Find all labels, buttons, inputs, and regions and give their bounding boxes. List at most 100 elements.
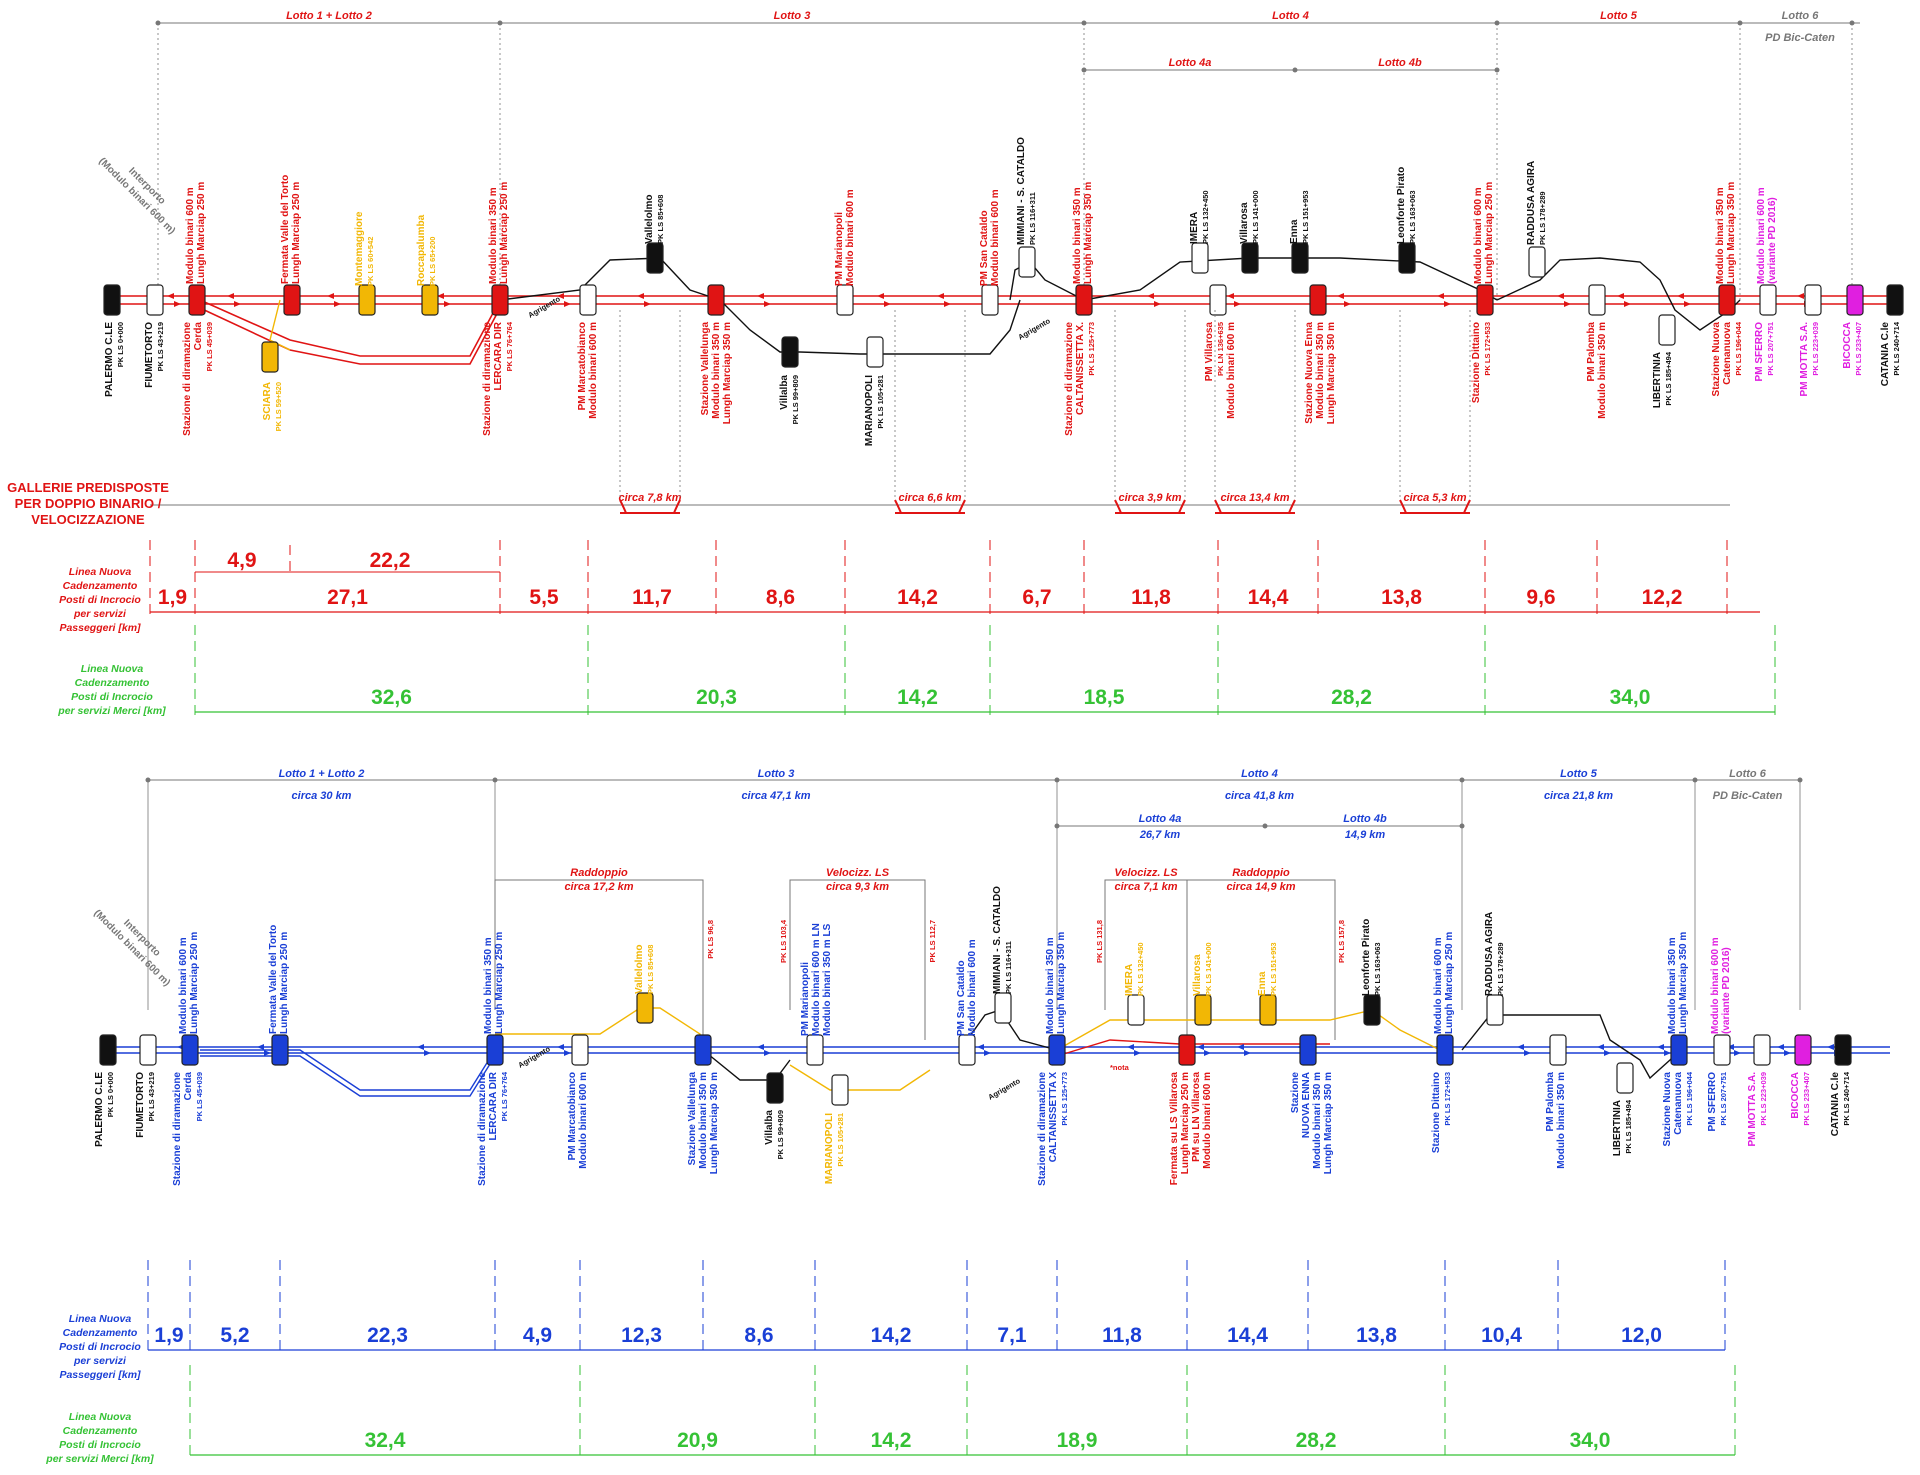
station-label-dittaino-line2: PK LS 172+533 [1483, 322, 1492, 376]
station-marker-vallelunga [694, 1034, 712, 1066]
track-arrow [334, 301, 341, 307]
lot-label-2: Lotto 3 [774, 10, 811, 22]
station-extra-valle: Fermata Valle del Torto Lungh Marciap 250… [268, 925, 290, 1034]
station-label-villarosa_pm-line1: PM Villarosa [1204, 322, 1215, 382]
track-arrow [257, 1044, 264, 1050]
station-label-palomba-line1: PM Palomba [1586, 322, 1597, 382]
track-arrow [417, 1044, 424, 1050]
merci-value-5: 28,2 [1331, 686, 1372, 709]
station-marker-nuova_enna [1309, 284, 1327, 316]
station-label-palomba-line2: Modulo binari 350 m [1597, 322, 1608, 419]
station-label-marianopoli_pm-line2: Modulo binari 600 m LN [811, 923, 822, 1036]
station-marker-caltanissetta [1048, 1034, 1066, 1066]
station-marker-lercara [486, 1034, 504, 1066]
station-label-mimiani-line2: PK LS 116+311 [1028, 192, 1037, 245]
station-extra-lercara_mod: Modulo binari 350 m Lungh Marciap 250 m [488, 182, 510, 284]
track-arrow [977, 1044, 984, 1050]
merci-label-2: Cadenzamento [63, 1425, 138, 1437]
station-label-imera-line1: IMERA [1124, 964, 1135, 996]
merci-value-6: 34,0 [1570, 1429, 1611, 1452]
station-label-caltanissetta-line3: PK LS 125+773 [1060, 1072, 1069, 1126]
station-label-catenanuova-line2: Catenanuova [1722, 322, 1733, 385]
pass-value-12: 10,4 [1481, 1324, 1522, 1347]
loop-villalba [702, 1049, 791, 1081]
track-arrow [644, 301, 651, 307]
station-label-raddusa-line2: PK LS 178+289 [1538, 191, 1547, 245]
track-arrow [1677, 293, 1684, 299]
lot-label-4: Lotto 5 [1560, 768, 1598, 780]
station-label-vallelunga-line3: Lungh Marciap 350 m [709, 1072, 720, 1174]
track-arrow [984, 1050, 991, 1056]
station-marker-marcato [579, 284, 597, 316]
pass-label-2: Cadenzamento [63, 580, 138, 592]
station-marker-vallelolmo [646, 242, 664, 274]
station-label-fiumetorto-line1: FIUMETORTO [135, 1072, 146, 1138]
station-label-lercara: Stazione di diramazione LERCARA DIR PK LS … [482, 321, 514, 436]
gallerie-label-1: GALLERIE PREDISPOSTE [7, 480, 169, 495]
station-marker-dittaino [1476, 284, 1494, 316]
pass-value-13: 12,0 [1621, 1324, 1662, 1347]
station-extra-dittaino_mod-line2: Lungh Marciap 250 m [1444, 932, 1455, 1034]
station-label-roccapalumba-line1: Roccapalumba [416, 214, 427, 286]
galleria-label-5: circa 5,3 km [1404, 492, 1467, 504]
lot-label-3: Lotto 4 [1272, 10, 1309, 22]
station-label-raddusa: RADDUSA AGIRA PK LS 178+289 [1526, 161, 1547, 245]
station-marker-villarosa [1194, 994, 1212, 1026]
sublot-dot [1054, 823, 1060, 829]
track-arrow [1344, 301, 1351, 307]
lot-sub-5: PD Bic-Caten [1713, 790, 1783, 802]
station-extra-caltanissetta_mod: Modulo binari 350 m Lungh Marciap 350 m [1072, 182, 1094, 284]
gallerie-label-3: VELOCIZZAZIONE [31, 512, 145, 527]
loop-villarosa [1056, 1039, 1330, 1057]
merci-label-4: per servizi Merci [km] [45, 1453, 154, 1465]
track-arrow [174, 301, 181, 307]
station-label-palomba-line1: PM Palomba [1545, 1072, 1556, 1132]
station-marker-imera [1191, 242, 1209, 274]
station-label-sferro-line1: PM SFERRO [1707, 1072, 1718, 1132]
station-marker-leonforte [1398, 242, 1416, 274]
station-extra-cerda_mod: Modulo binari 600 m Lungh Marciap 250 m [178, 932, 200, 1034]
station-label-cerda-line1: Stazione di diramazione [172, 1072, 183, 1186]
station-label-palomba-line2: Modulo binari 350 m [1556, 1072, 1567, 1169]
loop-villalba [719, 299, 1021, 355]
station-label-villarosa: Villarosa PK LS 141+000 [1239, 190, 1260, 244]
station-label-villarosa_f-line4: Modulo binari 600 m [1202, 1072, 1213, 1169]
station-label-villalba-line1: Villalba [764, 1110, 775, 1145]
station-marker-villarosa_f [1178, 1034, 1196, 1066]
station-label-marianopoli_pm-line2: Modulo binari 600 m [845, 189, 856, 286]
track-arrow [437, 293, 444, 299]
track-arrow [764, 301, 771, 307]
merci-label-3: Posti di Incrocio [59, 1439, 141, 1451]
pass-label-1: Linea Nuova [69, 1313, 132, 1325]
station-label-nuova_enna-line1: Stazione [1290, 1072, 1301, 1114]
station-label-villalba: Villalba PK LS 99+809 [779, 375, 800, 425]
track-arrow [944, 301, 951, 307]
top-diagram: Lotto 1 + Lotto 2 Lotto 3 Lotto 4 Lotto 5 Lo… [7, 10, 1904, 718]
station-label-raddusa-line1: RADDUSA AGIRA [1484, 912, 1495, 996]
track-arrow [764, 1050, 771, 1056]
track-arrow [1827, 1044, 1834, 1050]
station-label-catania: CATANIA C.le PK LS 240+714 [1830, 1071, 1851, 1136]
station-marker-valle [283, 284, 301, 316]
station-marker-sciara [261, 341, 279, 373]
station-label-nuova_enna-line3: Lungh Marciap 350 m [1326, 322, 1337, 424]
station-label-bicocca-line2: PK LS 233+407 [1854, 322, 1863, 376]
station-marker-vallelunga [707, 284, 725, 316]
loop-valle-2 [199, 307, 501, 365]
station-label-libertinia-line1: LIBERTINIA [1652, 352, 1663, 408]
station-marker-mimiani [1018, 246, 1036, 278]
station-marker-libertinia [1658, 314, 1676, 346]
station-label-mimiani-line2: PK LS 116+311 [1004, 941, 1013, 994]
station-label-marianopoli: MARIANOPOLI PK LS 105+281 [864, 375, 885, 446]
station-marker-catenanuova [1670, 1034, 1688, 1066]
station-extra-caltanissetta_mod: Modulo binari 350 m Lungh Marciap 350 m [1045, 932, 1067, 1034]
station-label-marcato-line1: PM Marcatobianco [577, 322, 588, 410]
station-label-vallelunga: Stazione Vallelunga Modulo binari 350 m Lu… [700, 322, 733, 425]
sublot-sub-4b: 14,9 km [1345, 829, 1386, 841]
station-label-cerda-line1: Stazione di diramazione [182, 322, 193, 436]
station-label-interporto: Interporto(Modulo binari 600 m) [96, 156, 177, 237]
station-marker-sancataldo [958, 1034, 976, 1066]
station-label-bicocca: BICOCCA PK LS 233+407 [1842, 322, 1863, 376]
merci-value-3: 14,2 [897, 686, 938, 709]
